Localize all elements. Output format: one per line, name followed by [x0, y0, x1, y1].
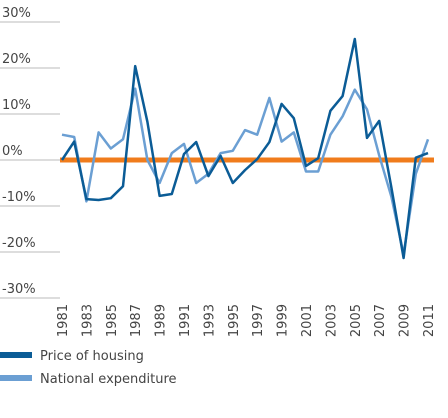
- y-tick-label: 30%: [2, 6, 31, 21]
- y-tick-label: -20%: [2, 236, 36, 251]
- y-tick-label: 0%: [2, 144, 23, 159]
- x-tick-label: 1981: [56, 304, 71, 337]
- x-tick-label: 1985: [105, 304, 120, 337]
- x-tick-label: 2011: [422, 304, 437, 337]
- y-tick-label: -10%: [2, 190, 36, 205]
- x-tick-label: 1995: [227, 304, 242, 337]
- series-line: [61, 87, 430, 256]
- x-tick-label: 2005: [349, 304, 364, 337]
- x-tick-label: 1989: [154, 304, 169, 337]
- y-tick-label: 10%: [2, 98, 31, 113]
- x-tick-label: 1993: [202, 304, 217, 337]
- y-tick-label: -30%: [2, 282, 36, 297]
- x-tick-label: 2001: [300, 304, 315, 337]
- series-line: [60, 37, 429, 260]
- x-tick-label: 1997: [251, 304, 266, 337]
- y-tick-label: 20%: [2, 52, 31, 67]
- x-tick-label: 2007: [373, 304, 388, 337]
- x-tick-label: 1987: [129, 304, 144, 337]
- x-tick-label: 1999: [276, 304, 291, 337]
- legend-label: National expenditure: [40, 372, 177, 387]
- legend-label: Price of housing: [40, 349, 144, 364]
- x-tick-label: 1983: [80, 304, 95, 337]
- x-tick-label: 1991: [178, 304, 193, 337]
- x-tick-label: 2003: [324, 304, 339, 337]
- x-tick-label: 2009: [398, 304, 413, 337]
